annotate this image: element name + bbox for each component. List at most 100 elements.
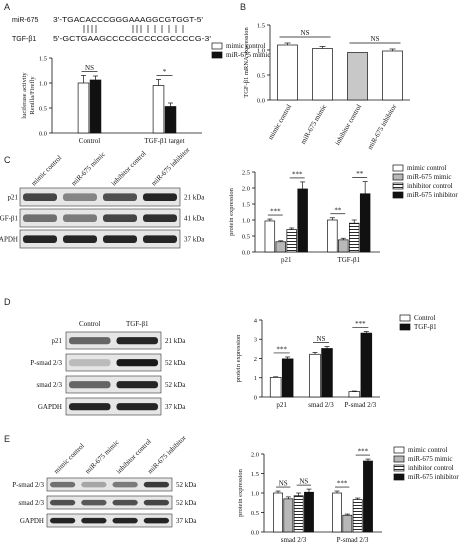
chart-b-y-tick-label: 1.0 (257, 47, 265, 54)
chart-e: 0.0 0.5 1.0 1.5 2.0 protein expression smad 2/… (237, 446, 459, 544)
x-tick-label: inhibitor control (333, 103, 363, 147)
panel-letter-d: D (4, 297, 11, 307)
chart-c-y-tick-label: 2.5 (242, 169, 250, 176)
legend-label: miR-675 inhibitor (408, 473, 459, 481)
legend-label: miR-675 mimic (226, 51, 271, 59)
blot-band (23, 214, 57, 222)
chart-c-y-tick-label: 0.0 (242, 249, 250, 256)
x-tick-label: Control (79, 137, 100, 145)
chart-d-y-tick-label: 1 (254, 375, 257, 382)
blot-c: mimic control miR-675 mimic inhibitor cont… (0, 145, 205, 249)
bar (332, 492, 342, 533)
x-tick-label: mimic control (267, 103, 294, 141)
significance-label: *** (276, 345, 287, 353)
legend-swatch (392, 173, 404, 181)
legend-label: miR-675 inhibitor (407, 191, 458, 199)
blot-band (23, 235, 57, 243)
chart-a-y-tick-label: 1.5 (39, 55, 47, 62)
blot-band (81, 481, 107, 488)
blot-kda-label: 21 kDa (165, 337, 186, 345)
bar (286, 229, 297, 253)
blot-strip (46, 477, 173, 492)
bar (275, 241, 287, 253)
blot-row-label: TGF-β1 (0, 215, 18, 223)
blot-row-label: GAPDH (38, 403, 62, 411)
seq-top: 3'-TGACACCCGGGAAAGGCGTGGT-5' (53, 17, 203, 24)
blot-kda-label: 37 kDa (176, 517, 197, 525)
significance-label: NS (85, 64, 94, 72)
blot-kda-label: 41 kDa (184, 215, 205, 223)
lane-label: TGF-β1 (126, 320, 149, 328)
panel-letter-c: C (4, 155, 11, 165)
legend-swatch (393, 464, 405, 472)
blot-band (81, 517, 107, 524)
legend-swatch (211, 51, 223, 59)
blot-band (63, 214, 97, 222)
chart-d-y-label: protein expression (235, 334, 242, 383)
significance-label: NS (301, 29, 310, 37)
blot-row-label: smad 2/3 (19, 499, 45, 507)
blot-band (50, 481, 76, 488)
blot-band (63, 235, 97, 243)
blot-strip (19, 187, 181, 207)
x-tick-label: TGF-β1 (337, 256, 360, 264)
chart-e-y-label: protein expression (237, 468, 244, 517)
blot-band (143, 214, 177, 222)
lane-label: Control (79, 320, 100, 328)
blot-strip (19, 229, 181, 249)
legend-swatch (211, 42, 223, 50)
bar (269, 377, 282, 398)
legend-label: TGF-β1 (414, 323, 437, 331)
lane-label: inhibitor control (110, 149, 148, 187)
bar (347, 52, 368, 101)
bar (359, 193, 371, 253)
panel-letter-e: E (4, 434, 10, 444)
blot-row-label: smad 2/3 (37, 381, 63, 389)
bar (327, 219, 338, 253)
bar (297, 188, 308, 253)
bar (309, 353, 321, 398)
x-tick-label: smad 2/3 (308, 401, 334, 409)
x-tick-label: p21 (281, 256, 292, 264)
blot-d: Control TGF-β1 p21 21 kDa P-smad 2/3 52 kDa sm… (30, 320, 186, 416)
legend-swatch (393, 473, 405, 481)
seq-bottom: 5'-GCTGAAGCCCCGCCCCGCCCCG-3' (53, 36, 211, 43)
pairing-ticks (83, 25, 184, 33)
bar (304, 491, 314, 533)
blot-band (103, 214, 137, 222)
chart-a-y-label: Renilla/Firefly (29, 76, 36, 115)
chart-d-y-tick-label: 4 (254, 317, 258, 324)
legend-label: miR-675 mimic (408, 455, 453, 463)
blot-kda-label: 21 kDa (184, 194, 205, 202)
bar (77, 82, 90, 134)
legend-swatch (392, 182, 404, 190)
blot-row-label: P-smad 2/3 (30, 359, 62, 367)
blot-row-label: GAPDH (20, 517, 44, 525)
blot-band (116, 359, 158, 367)
bar (264, 220, 276, 253)
blot-band (103, 235, 137, 243)
bar (363, 460, 373, 533)
blot-band (116, 381, 158, 389)
x-tick-label: miR-675 mimic (299, 103, 328, 146)
legend-swatch (392, 164, 404, 172)
seq-top-label: miR-675 (12, 17, 39, 24)
bar (360, 332, 373, 398)
x-tick-label: smad 2/3 (281, 536, 307, 544)
x-tick-label: miR-675 inhibitor (366, 102, 399, 151)
significance-label: * (163, 68, 167, 76)
x-tick-label: P-smad 2/3 (344, 401, 376, 409)
chart-c-y-tick-label: 1.0 (242, 217, 250, 224)
seq-bottom-label: TGF-β1 (12, 36, 36, 43)
chart-c-y-tick-label: 2.0 (242, 185, 250, 192)
x-tick-label: P-smad 2/3 (337, 536, 369, 544)
chart-a-y-label: luciferase activity (21, 72, 28, 119)
legend-label: mimic control (408, 446, 448, 454)
blot-band (143, 517, 169, 524)
significance-label: NS (299, 478, 308, 486)
blot-band (69, 403, 111, 411)
bar (281, 358, 294, 398)
significance-label: *** (270, 208, 281, 216)
blot-kda-label: 52 kDa (165, 359, 186, 367)
blot-band (50, 499, 76, 506)
